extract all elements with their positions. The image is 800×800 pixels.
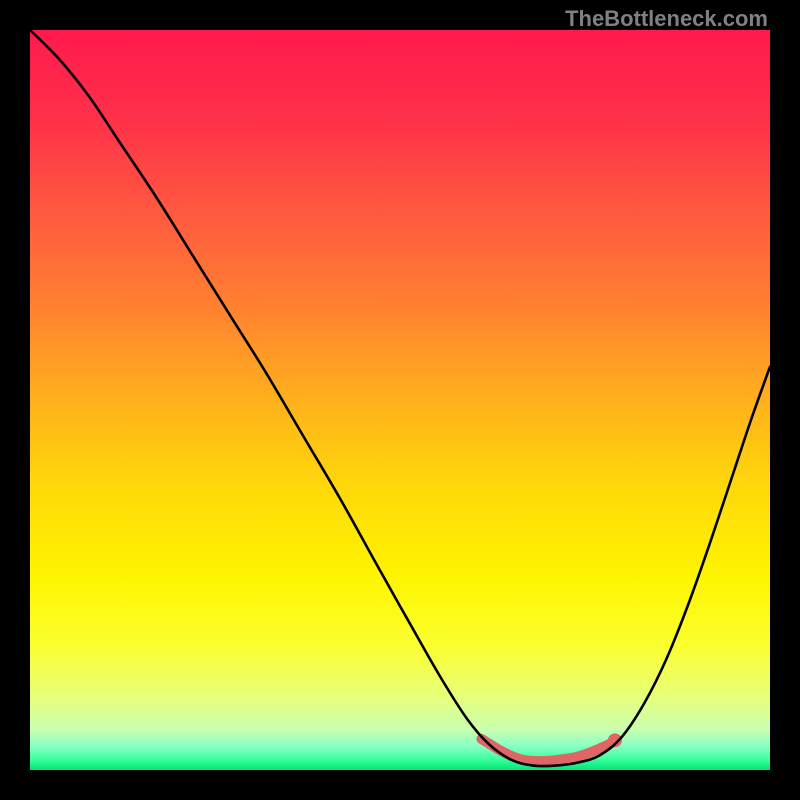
watermark-text: TheBottleneck.com [565,6,768,32]
bottleneck-curve [30,30,770,766]
curve-layer [30,30,770,770]
chart-frame: TheBottleneck.com [0,0,800,800]
plot-area [30,30,770,770]
